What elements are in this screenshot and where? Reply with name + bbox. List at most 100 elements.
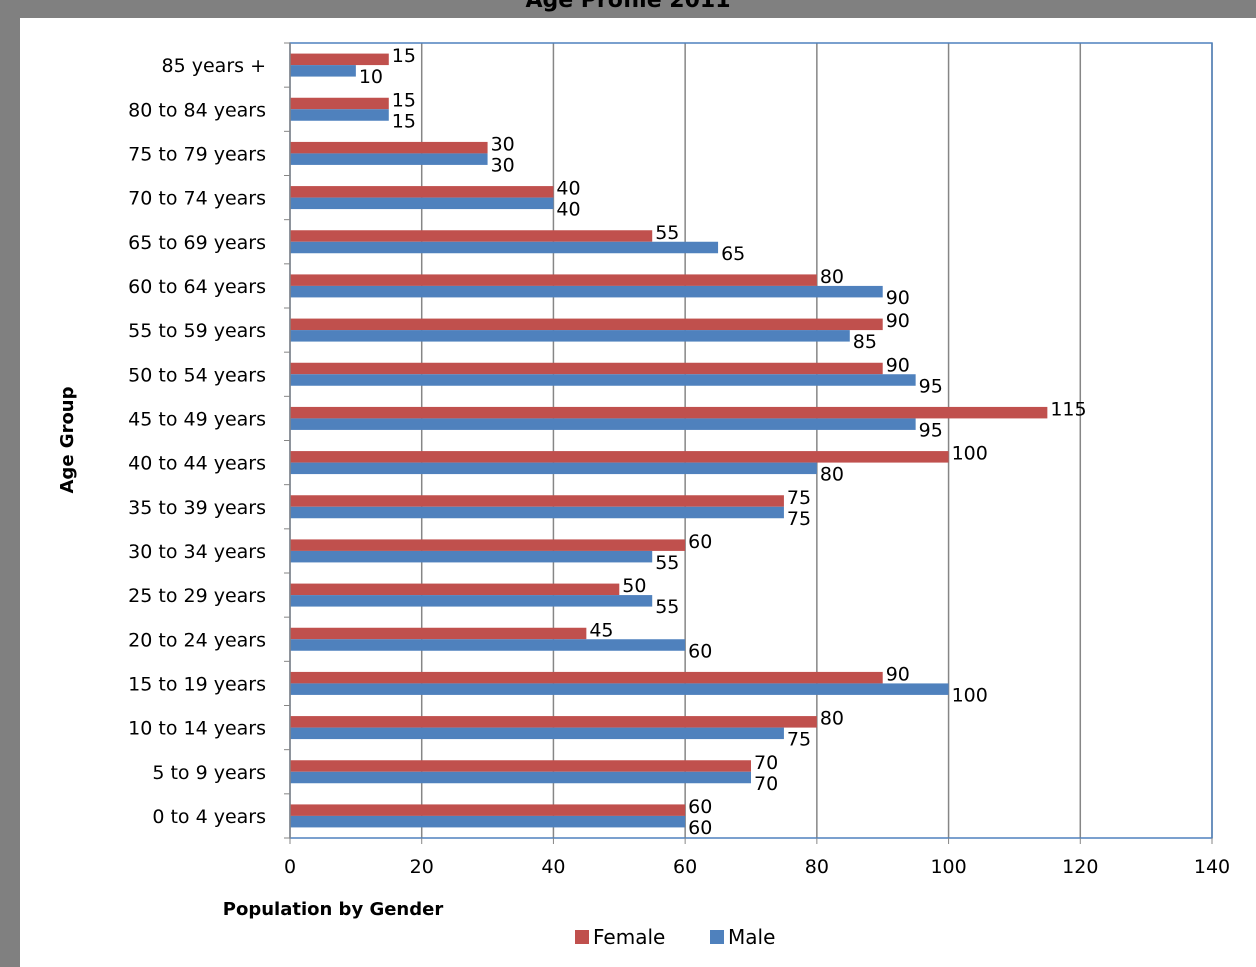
x-axis-title: Population by Gender — [223, 899, 444, 920]
data-label-female: 90 — [886, 354, 910, 376]
data-label-female: 50 — [622, 575, 646, 597]
bar-male — [290, 197, 554, 210]
data-label-male: 95 — [919, 419, 943, 441]
bar-female — [290, 274, 817, 286]
bar-female — [290, 362, 883, 375]
data-label-female: 100 — [952, 443, 988, 465]
y-tick-label: 80 to 84 years — [128, 99, 266, 121]
bar-female — [290, 230, 653, 242]
bar-male — [290, 462, 817, 475]
data-label-female: 60 — [688, 796, 712, 818]
y-tick-label: 5 to 9 years — [152, 762, 266, 784]
bar-male — [290, 285, 883, 298]
data-label-female: 15 — [392, 45, 416, 67]
data-label-male: 15 — [392, 110, 416, 132]
data-label-male: 55 — [655, 552, 679, 574]
data-label-male: 75 — [787, 508, 811, 530]
y-tick-label: 35 to 39 years — [128, 497, 266, 519]
y-tick-label: 50 to 54 years — [128, 364, 266, 386]
bar-female — [290, 186, 554, 198]
x-tick-label: 20 — [410, 856, 434, 878]
y-tick-label: 55 to 59 years — [128, 320, 266, 342]
data-labels: 6060707080759010045605055605575751008011… — [359, 45, 1087, 839]
bar-male — [290, 771, 751, 784]
x-tick-label: 80 — [805, 856, 829, 878]
y-tick-label: 10 to 14 years — [128, 718, 266, 740]
bar-female — [290, 627, 587, 640]
chart-frame-top — [0, 0, 1256, 18]
bar-female — [290, 406, 1048, 419]
legend-label-male: Male — [728, 925, 775, 949]
data-label-male: 55 — [655, 596, 679, 618]
bar-female — [290, 97, 389, 110]
data-label-female: 90 — [886, 663, 910, 685]
bar-female — [290, 495, 784, 507]
data-label-female: 45 — [589, 619, 613, 641]
y-tick-label: 15 to 19 years — [128, 673, 266, 695]
y-tick-label: 0 to 4 years — [152, 806, 266, 828]
data-label-male: 95 — [919, 375, 943, 397]
data-label-female: 30 — [491, 133, 515, 155]
data-label-female: 80 — [820, 266, 844, 288]
y-tick-label: 75 to 79 years — [128, 143, 266, 165]
chart-title: Age Profile 2011 — [525, 0, 731, 13]
x-tick-label: 120 — [1062, 856, 1098, 878]
y-tick-label: 85 years + — [162, 55, 266, 77]
axes: 0 20 40 60 80 100 120 140 0 to 4 years 5 to 9 yea… — [128, 42, 1230, 878]
bars — [290, 53, 1048, 828]
bar-female — [290, 760, 751, 772]
data-label-male: 60 — [688, 817, 712, 839]
data-label-male: 85 — [853, 331, 877, 353]
bar-male — [290, 506, 784, 519]
y-tick-label: 20 to 24 years — [128, 629, 266, 651]
bar-male — [290, 595, 653, 607]
y-tick-label: 45 to 49 years — [128, 408, 266, 430]
data-label-male: 80 — [820, 464, 844, 486]
x-tick-label: 60 — [673, 856, 697, 878]
legend: Female Male — [575, 925, 775, 949]
bar-female — [290, 539, 686, 551]
data-label-female: 80 — [820, 708, 844, 730]
bar-male — [290, 418, 916, 430]
legend-label-female: Female — [593, 925, 665, 949]
y-tick-label: 40 to 44 years — [128, 453, 266, 475]
bar-male — [290, 109, 389, 121]
bar-female — [290, 583, 620, 596]
y-tick-label: 70 to 74 years — [128, 188, 266, 210]
x-tick-label: 0 — [284, 856, 296, 878]
bar-male — [290, 550, 653, 563]
bar-male — [290, 727, 784, 740]
bar-female — [290, 451, 949, 463]
y-axis-title: Age Group — [57, 386, 78, 493]
y-tick-label: 60 to 64 years — [128, 276, 266, 298]
y-tick-label: 25 to 29 years — [128, 585, 266, 607]
bar-male — [290, 683, 949, 695]
data-label-female: 15 — [392, 89, 416, 111]
data-label-male: 10 — [359, 66, 383, 88]
y-tick-label: 30 to 34 years — [128, 541, 266, 563]
legend-swatch-female — [575, 930, 589, 944]
legend-swatch-male — [710, 930, 724, 944]
data-label-male: 90 — [886, 287, 910, 309]
bar-female — [290, 53, 389, 66]
data-label-female: 70 — [754, 752, 778, 774]
data-label-male: 70 — [754, 773, 778, 795]
data-label-female: 90 — [886, 310, 910, 332]
x-tick-label: 140 — [1194, 856, 1230, 878]
data-label-female: 40 — [556, 178, 580, 200]
bar-female — [290, 716, 817, 728]
y-tick-label: 65 to 69 years — [128, 232, 266, 254]
data-label-male: 30 — [491, 154, 515, 176]
bar-female — [290, 141, 488, 154]
data-label-male: 60 — [688, 640, 712, 662]
data-label-female: 75 — [787, 487, 811, 509]
bar-female — [290, 318, 883, 331]
data-label-male: 40 — [556, 199, 580, 221]
bar-male — [290, 374, 916, 386]
data-label-female: 60 — [688, 531, 712, 553]
data-label-female: 115 — [1050, 398, 1086, 420]
x-tick-label: 40 — [541, 856, 565, 878]
x-tick-label: 100 — [930, 856, 966, 878]
bar-female — [290, 804, 686, 816]
